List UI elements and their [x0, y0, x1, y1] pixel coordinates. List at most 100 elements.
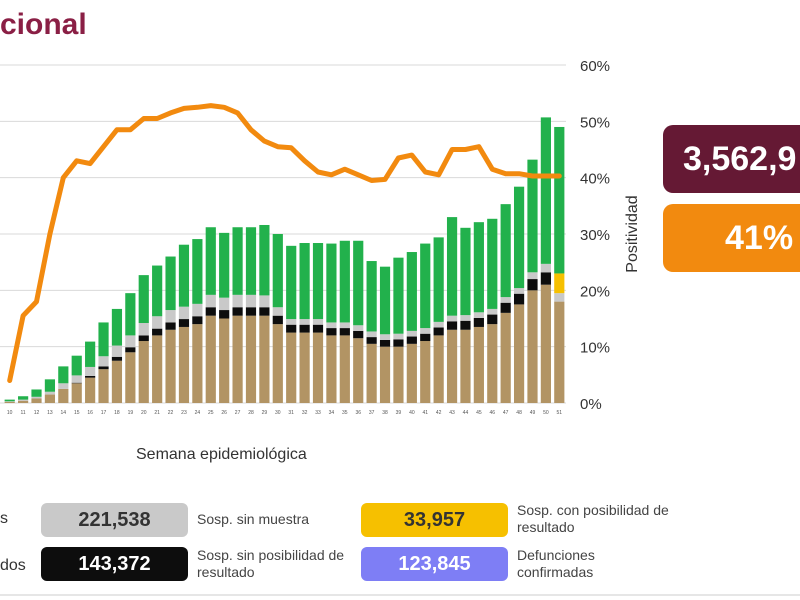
x-tick-label: 22: [168, 410, 174, 416]
bar-segment-brown: [326, 335, 337, 403]
bar-segment-brown: [71, 383, 82, 403]
bar-segment-green: [219, 232, 230, 298]
x-tick-labels: 10 11 12 13 14 15 16 17 18 19 20 21 22 23 24 25 26 27 28 29…: [7, 410, 562, 416]
bar-segment-black: [433, 327, 444, 336]
bar-segment-green: [165, 256, 176, 311]
bar-segment-gray: [18, 399, 29, 401]
bar-segment-green: [98, 322, 109, 357]
bar-segment-gray: [259, 295, 270, 308]
bar-segment-black: [71, 382, 82, 384]
x-tick-label: 23: [181, 410, 187, 416]
bar-segment-black: [473, 317, 484, 327]
bar-segment-black: [379, 339, 391, 347]
bar-segment-gray: [487, 308, 498, 315]
bar-segment-green: [312, 243, 324, 320]
bar-segment-green: [473, 222, 484, 313]
bar-segment-green: [205, 227, 216, 295]
bar-segment-green: [85, 341, 96, 367]
bar-segment-black: [178, 319, 190, 327]
x-tick-label: 36: [355, 410, 361, 416]
bar-segment-gray: [326, 322, 337, 329]
bar-segment-brown: [165, 329, 176, 403]
bar-segment-green: [460, 227, 471, 316]
bar-segment-green: [245, 227, 257, 295]
sosp-sin-posibilidad-label: Sosp. sin posibilidad de resultado: [197, 547, 345, 580]
bar-segment-brown: [527, 290, 538, 403]
x-tick-label: 39: [396, 410, 402, 416]
bar-segment-brown: [31, 398, 42, 403]
sosp-sin-muestra-label: Sosp. sin muestra: [197, 511, 310, 527]
bar-segment-brown: [4, 401, 15, 403]
bar-segment-black: [138, 335, 149, 342]
x-tick-label: 40: [409, 410, 415, 416]
bar-segment-green: [540, 117, 551, 264]
x-tick-label: 10: [7, 410, 13, 416]
bar-segment-yellow: [554, 273, 565, 294]
bar-segment-black: [125, 347, 136, 353]
x-tick-label: 13: [47, 410, 53, 416]
bar-segment-gray: [393, 333, 404, 340]
bar-segment-brown: [393, 346, 404, 403]
bar-segment-brown: [379, 346, 391, 403]
x-tick-label: 11: [21, 410, 26, 416]
chart-bars: [4, 117, 565, 403]
x-tick-label: 35: [342, 410, 348, 416]
x-tick-label: 42: [436, 410, 442, 416]
sosp-con-posibilidad-label: Sosp. con posibilidad de resultado: [517, 502, 669, 535]
bar-segment-brown: [205, 315, 216, 403]
bar-segment-gray: [44, 391, 56, 395]
x-tick-label: 18: [114, 410, 120, 416]
bar-segment-brown: [299, 332, 310, 403]
y2-tick-label: 0%: [580, 396, 602, 413]
page-title: cional: [0, 8, 87, 41]
bar-segment-green: [379, 266, 391, 335]
bar-segment-green: [138, 275, 149, 324]
bar-segment-gray: [138, 323, 149, 336]
bar-segment-brown: [540, 284, 551, 403]
bar-segment-green: [500, 204, 511, 298]
x-tick-label: 12: [34, 410, 40, 416]
bar-segment-brown: [460, 329, 471, 403]
bar-segment-brown: [366, 343, 377, 403]
bar-segment-brown: [259, 315, 270, 403]
x-tick-label: 49: [530, 410, 536, 416]
x-tick-label: 25: [208, 410, 214, 416]
bar-segment-brown: [339, 335, 350, 403]
bar-segment-green: [272, 234, 283, 308]
bar-segment-black: [165, 322, 176, 330]
sosp-sin-posibilidad-value: 143,372: [41, 547, 188, 581]
footer-divider: [0, 594, 800, 596]
bar-segment-green: [420, 243, 431, 329]
bar-segment-brown: [192, 324, 203, 403]
bar-segment-brown: [85, 377, 96, 403]
bar-segment-black: [272, 315, 283, 325]
bar-segment-gray: [245, 294, 257, 308]
x-tick-label: 31: [288, 410, 294, 416]
bar-segment-gray: [272, 307, 283, 316]
bar-segment-gray: [433, 321, 444, 328]
legend-left-cut-1: s: [0, 510, 8, 527]
bar-segment-gray: [205, 294, 216, 308]
bar-segment-gray: [219, 297, 230, 311]
y2-tick-label: 30%: [580, 227, 610, 244]
x-tick-label: 33: [315, 410, 321, 416]
bar-segment-green: [18, 396, 29, 400]
bar-segment-gray: [379, 334, 391, 340]
bar-segment-black: [219, 310, 230, 319]
bar-segment-gray: [31, 396, 42, 399]
y2-tick-label: 50%: [580, 114, 610, 131]
x-tick-label: 50: [543, 410, 549, 416]
bar-segment-black: [540, 272, 551, 285]
bar-segment-brown: [446, 329, 458, 403]
bar-segment-brown: [219, 318, 230, 403]
bar-segment-black: [259, 307, 270, 316]
bar-segment-gray: [98, 356, 109, 367]
bar-segment-gray: [540, 263, 551, 273]
bar-segment-brown: [232, 315, 243, 403]
bar-segment-brown: [433, 335, 444, 403]
bar-segment-gray: [178, 306, 190, 320]
x-tick-label: 37: [369, 410, 375, 416]
bar-segment-gray: [286, 319, 297, 325]
bar-segment-black: [205, 307, 216, 316]
